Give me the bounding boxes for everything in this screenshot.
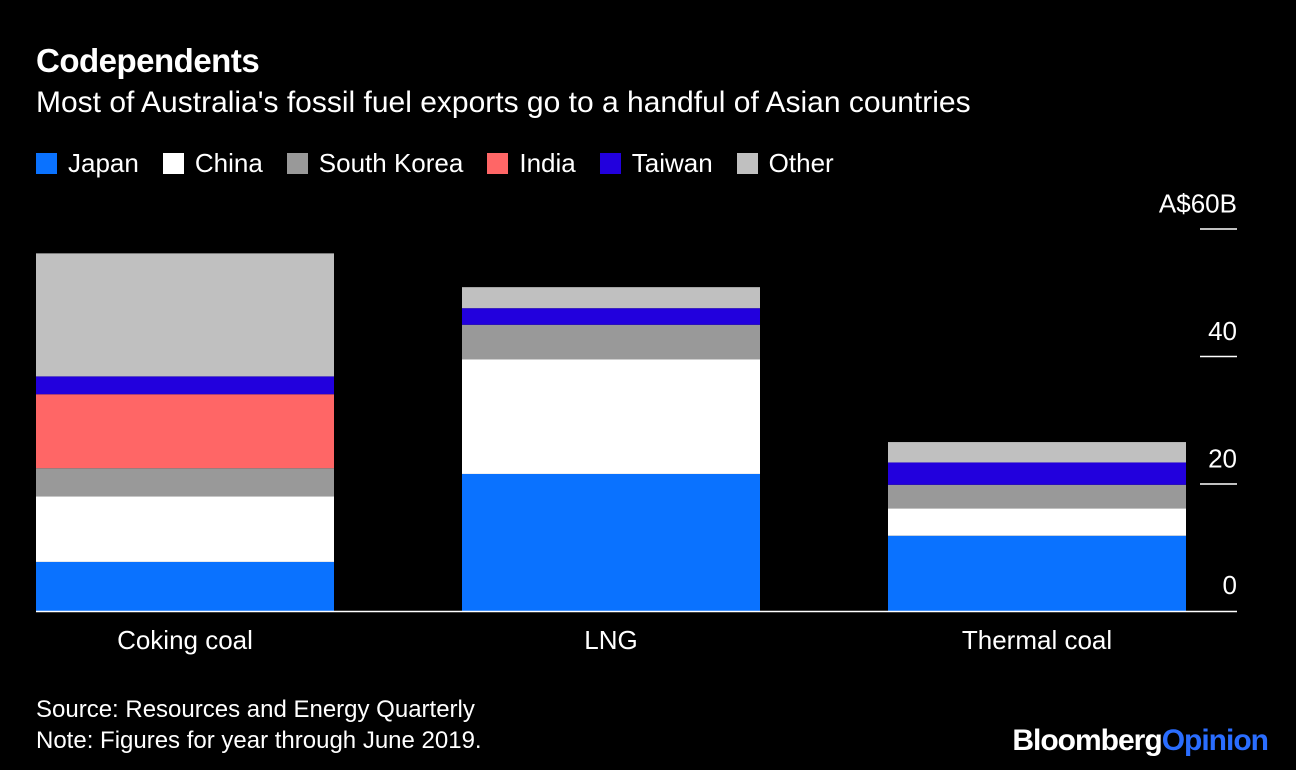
bar-coking-coal-india (36, 394, 334, 469)
legend-item-south-korea: South Korea (286, 148, 464, 179)
legend-item-other: Other (736, 148, 834, 179)
bar-coking-coal-other (36, 253, 334, 377)
legend-swatch-other (736, 153, 758, 174)
y-tick-label-0: 0 (1223, 570, 1237, 600)
legend-swatch-china (162, 153, 184, 174)
bar-coking-coal-japan (36, 561, 334, 611)
y-tick-label-60: A$60B (1159, 189, 1237, 219)
bar-thermal-coal-japan (888, 535, 1186, 611)
legend-swatch-south-korea (286, 153, 308, 174)
figures-note: Note: Figures for year through June 2019… (36, 727, 482, 754)
legend-label-china: China (194, 148, 263, 178)
bar-lng-taiwan (462, 308, 760, 325)
bar-lng-china (462, 359, 760, 474)
bar-thermal-coal-china (888, 508, 1186, 536)
bloomberg-opinion-logo: BloombergOpinion (1012, 724, 1269, 758)
source-note: Source: Resources and Energy Quarterly (36, 696, 475, 723)
bar-coking-coal-taiwan (36, 376, 334, 395)
legend-label-japan: Japan (68, 148, 139, 178)
legend-label-other: Other (768, 148, 834, 178)
brand-part-bloomberg: Bloomberg (1012, 724, 1162, 757)
y-tick-label-20: 20 (1208, 444, 1237, 474)
bar-thermal-coal-south-korea (888, 484, 1186, 509)
legend-label-india: India (519, 148, 576, 178)
bar-coking-coal-south-korea (36, 468, 334, 497)
bar-lng-south-korea (462, 324, 760, 360)
legend-label-south-korea: South Korea (318, 148, 464, 178)
chart-subtitle: Most of Australia's fossil fuel exports … (36, 86, 971, 119)
bar-lng-japan (462, 473, 760, 611)
bar-thermal-coal-other (888, 442, 1186, 463)
bar-thermal-coal-taiwan (888, 462, 1186, 485)
legend-item-japan: Japan (36, 148, 139, 179)
bar-lng-other (462, 287, 760, 309)
legend-label-taiwan: Taiwan (631, 148, 713, 178)
legend-swatch-japan (36, 153, 57, 174)
legend: Japan China South Korea India Taiwan Other (36, 148, 858, 179)
category-label-thermal-coal: Thermal coal (962, 625, 1112, 655)
legend-swatch-india (487, 153, 509, 174)
category-label-lng: LNG (584, 625, 637, 655)
bar-coking-coal-china (36, 496, 334, 562)
y-tick-label-40: 40 (1208, 316, 1237, 346)
category-label-coking-coal: Coking coal (117, 625, 253, 655)
legend-item-india: India (487, 148, 576, 179)
legend-swatch-taiwan (599, 153, 621, 174)
legend-item-taiwan: Taiwan (599, 148, 713, 179)
chart-title: Codependents (36, 42, 260, 79)
legend-item-china: China (162, 148, 263, 179)
footer: Source: Resources and Energy Quarterly N… (36, 694, 482, 756)
brand-part-opinion: Opinion (1161, 724, 1269, 757)
